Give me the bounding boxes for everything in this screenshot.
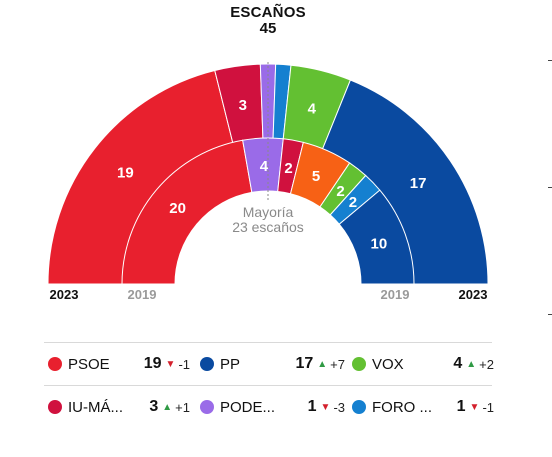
- year-label-outer-right: 2023: [459, 287, 488, 302]
- legend-change-arrow-icon: ▼: [165, 358, 176, 370]
- seat-count-label: 2: [336, 183, 344, 200]
- chart-title: ESCAÑOS: [230, 4, 306, 21]
- legend-swatch: [48, 357, 62, 371]
- legend-change: -3: [333, 399, 345, 415]
- edge-tick: [548, 314, 552, 315]
- year-label-outer-left: 2023: [50, 287, 79, 302]
- legend-swatch: [352, 400, 366, 414]
- legend-item-vox: VOX 4 ▲ +2: [352, 352, 494, 376]
- legend-seats: 1: [307, 398, 317, 415]
- legend-item-pp: PP 17 ▲ +7: [200, 352, 345, 376]
- legend-swatch: [200, 400, 214, 414]
- legend-change: +7: [330, 356, 345, 372]
- legend-party-name: PODE...: [220, 398, 276, 416]
- legend-swatch: [200, 357, 214, 371]
- legend-divider-top: [44, 342, 492, 343]
- legend-change-arrow-icon: ▼: [469, 401, 480, 413]
- legend-party-name: PP: [220, 355, 241, 373]
- seat-arc-2019-pp: [338, 189, 415, 285]
- legend-party-name: FORO ...: [372, 398, 432, 416]
- legend-seats: 1: [456, 398, 466, 415]
- legend-seats: 4: [453, 355, 463, 372]
- legend-swatch: [48, 400, 62, 414]
- seat-count-label: 10: [371, 236, 388, 253]
- legend-change: -1: [482, 399, 494, 415]
- hemicycle-rings: [47, 63, 489, 285]
- legend-item-podemos: PODE... 1 ▼ -3: [200, 395, 345, 419]
- seat-count-label: 2: [284, 160, 292, 177]
- legend-swatch: [352, 357, 366, 371]
- legend-change: -1: [178, 356, 190, 372]
- seat-count-label: 19: [117, 165, 134, 182]
- legend-party-name: IU-MÁ...: [68, 398, 123, 416]
- seat-count-label: 2: [349, 194, 357, 211]
- legend-item-psoe: PSOE 19 ▼ -1: [48, 352, 190, 376]
- seat-count-label: 5: [312, 168, 320, 185]
- year-label-inner-left: 2019: [128, 287, 157, 302]
- seat-count-label: 3: [239, 97, 247, 114]
- legend-seats: 19: [143, 355, 162, 372]
- legend-change-arrow-icon: ▲: [162, 401, 173, 413]
- legend-party-name: PSOE: [68, 355, 110, 373]
- legend-item-iu-mas: IU-MÁ... 3 ▲ +1: [48, 395, 190, 419]
- legend-change: +1: [175, 399, 190, 415]
- seat-count-label: 17: [410, 175, 427, 192]
- legend-change: +2: [479, 356, 494, 372]
- legend-change-arrow-icon: ▼: [320, 401, 331, 413]
- legend-item-foro: FORO ... 1 ▼ -1: [352, 395, 494, 419]
- legend-seats: 3: [149, 398, 159, 415]
- legend-divider-middle: [44, 385, 492, 386]
- legend-change-arrow-icon: ▲: [317, 358, 328, 370]
- legend-party-name: VOX: [372, 355, 404, 373]
- year-label-inner-right: 2019: [381, 287, 410, 302]
- seat-count-label: 20: [169, 200, 186, 217]
- seat-count-label: 4: [308, 100, 317, 117]
- legend-change-arrow-icon: ▲: [466, 358, 477, 370]
- edge-tick: [548, 187, 552, 188]
- edge-tick: [548, 60, 552, 61]
- total-seats: 45: [259, 20, 277, 37]
- majority-label: Mayoría: [243, 204, 294, 220]
- seat-count-label: 4: [260, 158, 269, 175]
- majority-seats-label: 23 escaños: [232, 219, 304, 235]
- legend-seats: 17: [295, 355, 314, 372]
